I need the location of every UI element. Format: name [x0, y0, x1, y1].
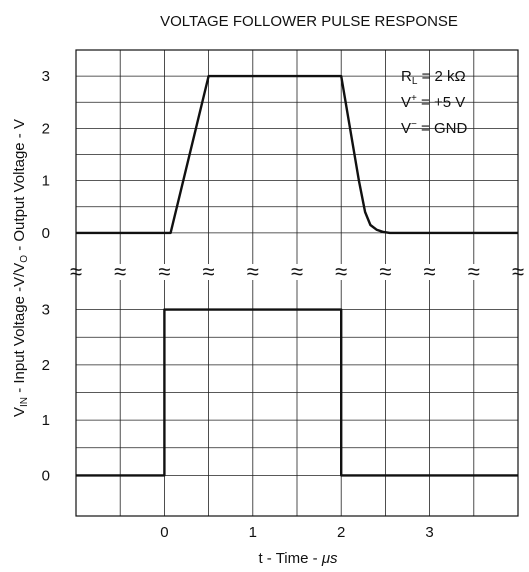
y-tick-label: 3: [42, 302, 50, 319]
y-axis-label: VIN - Input Voltage -V/VO - Output Volta…: [11, 119, 30, 417]
annotation-vminus: V− = GND: [401, 119, 467, 137]
axis-break: ≈ ≈ ≈ ≈ ≈ ≈ ≈ ≈ ≈ ≈ ≈: [64, 259, 529, 284]
y-tick-label: 0: [42, 467, 50, 484]
test-conditions-annotation: RL = 2 kΩ V+ = +5 V V− = GND: [401, 68, 467, 137]
y-tick-label: 0: [42, 225, 50, 242]
break-symbol: ≈: [424, 259, 436, 284]
y-tick-label: 1: [42, 412, 50, 429]
x-axis-label: t - Time - μs: [258, 550, 338, 567]
y-tick-label: 1: [42, 173, 50, 190]
y-tick-label: 2: [42, 357, 50, 374]
chart-title: VOLTAGE FOLLOWER PULSE RESPONSE: [160, 13, 458, 30]
tick-labels: 0 1 2 3 0 1 2 3 0 1 2 3: [42, 68, 434, 541]
output-waveform: [76, 74, 518, 235]
y-tick-label: 3: [42, 68, 50, 85]
series-layer: [76, 74, 518, 477]
grid: [76, 50, 518, 516]
break-symbol: ≈: [158, 259, 170, 284]
break-symbol: ≈: [468, 259, 480, 284]
break-symbol: ≈: [379, 259, 391, 284]
break-symbol: ≈: [335, 259, 347, 284]
annotation-rl: RL = 2 kΩ: [401, 68, 466, 87]
break-symbol: ≈: [114, 259, 126, 284]
x-tick-label: 3: [425, 524, 433, 541]
annotation-vplus: V+ = +5 V: [401, 93, 465, 111]
x-tick-label: 2: [337, 524, 345, 541]
x-tick-label: 0: [160, 524, 168, 541]
break-band: [64, 264, 529, 280]
break-symbol: ≈: [291, 259, 303, 284]
y-tick-label: 2: [42, 120, 50, 137]
break-symbol: ≈: [247, 259, 259, 284]
input-waveform: [76, 308, 518, 477]
plot-frame: [75, 49, 519, 517]
x-tick-label: 1: [249, 524, 257, 541]
break-symbol: ≈: [203, 259, 215, 284]
